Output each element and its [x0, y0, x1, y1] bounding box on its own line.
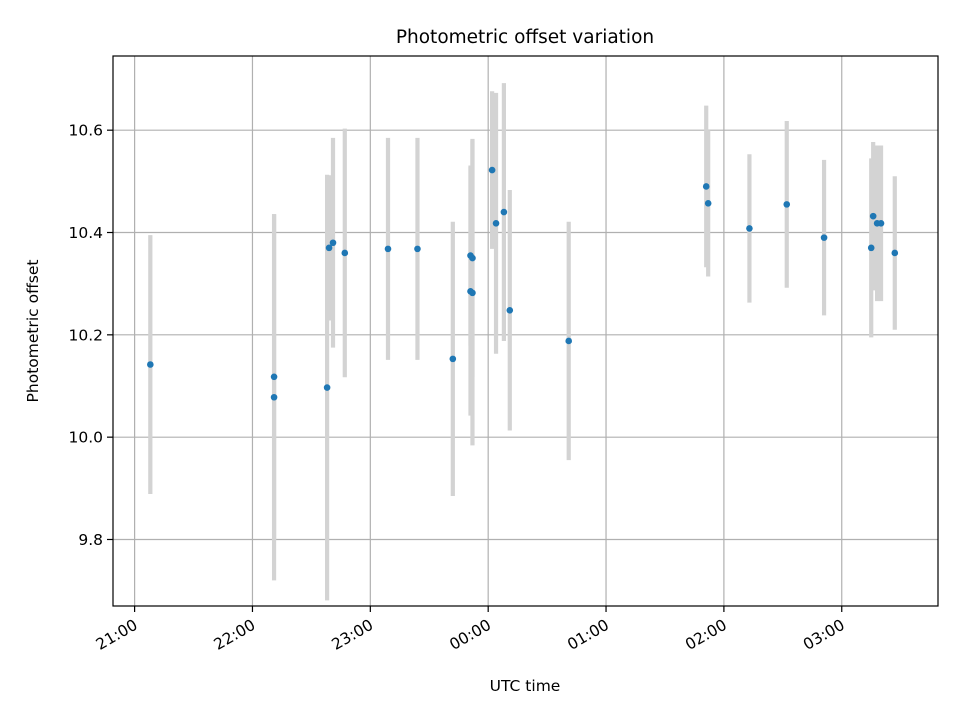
x-tick-label: 03:00	[800, 616, 848, 654]
data-point	[488, 166, 496, 174]
y-tick-label: 10.6	[68, 122, 103, 140]
y-axis-title: Photometric offset	[24, 260, 42, 403]
data-point	[506, 306, 514, 314]
grid-lines	[113, 56, 938, 606]
data-point	[469, 289, 476, 297]
y-tick-label: 10.2	[68, 326, 103, 344]
x-axis-ticks: 21:00 22:00 23:00 00:00 01:00 02:00 03:00	[93, 606, 848, 654]
data-point	[384, 245, 392, 253]
x-tick-label: 23:00	[329, 616, 377, 654]
data-point	[414, 245, 421, 253]
data-point	[702, 183, 710, 190]
x-tick-label: 00:00	[446, 616, 494, 654]
x-axis-title: UTC time	[490, 677, 561, 695]
data-point	[820, 234, 828, 241]
data-point	[449, 355, 457, 363]
data-point	[869, 212, 877, 220]
y-tick-label: 9.8	[78, 531, 103, 549]
data-point	[877, 220, 885, 227]
data-point	[891, 249, 899, 257]
data-points	[147, 166, 899, 401]
data-point	[500, 208, 508, 216]
chart-title: Photometric offset variation	[396, 27, 654, 48]
y-axis-ticks: 9.8 10.0 10.2 10.4 10.6	[68, 122, 113, 549]
data-point	[867, 244, 875, 252]
x-tick-label: 22:00	[211, 616, 259, 654]
x-tick-label: 21:00	[93, 616, 141, 654]
data-point	[565, 337, 573, 345]
data-point	[341, 249, 349, 257]
data-point	[147, 361, 154, 368]
error-bars	[148, 83, 897, 601]
x-tick-label: 01:00	[564, 616, 612, 654]
data-point	[270, 393, 278, 401]
data-point	[746, 225, 753, 232]
data-point	[329, 239, 337, 247]
data-point	[783, 201, 791, 208]
data-point	[469, 254, 476, 262]
y-tick-label: 10.0	[68, 429, 103, 447]
data-point	[270, 373, 278, 381]
x-tick-label: 02:00	[682, 616, 730, 654]
data-point	[704, 200, 712, 207]
data-point	[325, 244, 333, 252]
data-point	[492, 220, 500, 227]
data-point	[323, 384, 331, 391]
plot-frame	[112, 55, 939, 607]
y-tick-label: 10.4	[68, 224, 103, 242]
